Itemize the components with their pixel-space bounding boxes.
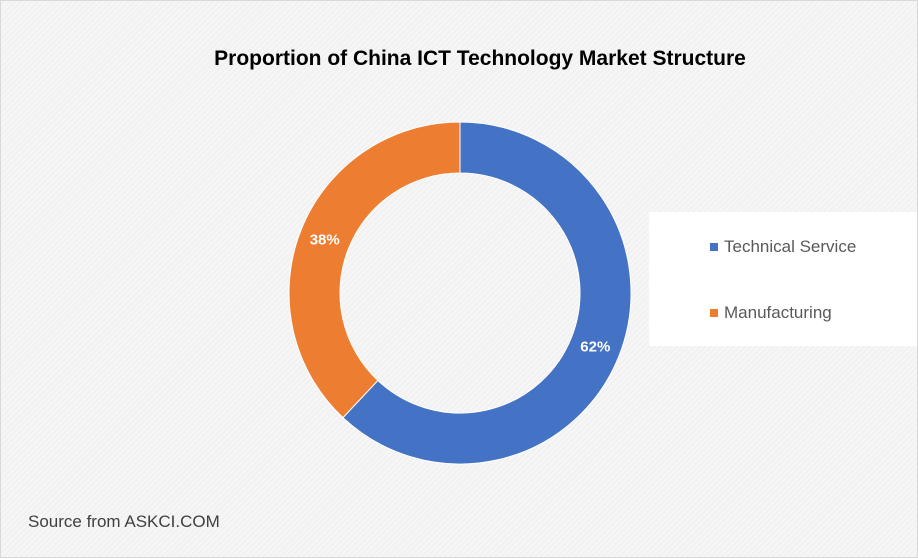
chart-title: Proportion of China ICT Technology Marke… [214, 47, 746, 70]
donut-slice-technical-service [342, 121, 632, 465]
legend-item-technical-service: Technical Service [710, 235, 856, 259]
data-label-technical-service: 62% [580, 339, 610, 356]
data-label-manufacturing: 38% [310, 231, 340, 248]
legend-label-manufacturing: Manufacturing [724, 303, 832, 322]
donut-slice-manufacturing [288, 121, 461, 419]
legend-swatch-manufacturing [710, 309, 718, 317]
legend: Technical Service Manufacturing [649, 212, 917, 346]
source-note: Source from ASKCI.COM [28, 512, 220, 531]
legend-swatch-technical-service [710, 243, 718, 251]
legend-item-manufacturing: Manufacturing [710, 301, 832, 325]
legend-label-technical-service: Technical Service [724, 237, 857, 256]
